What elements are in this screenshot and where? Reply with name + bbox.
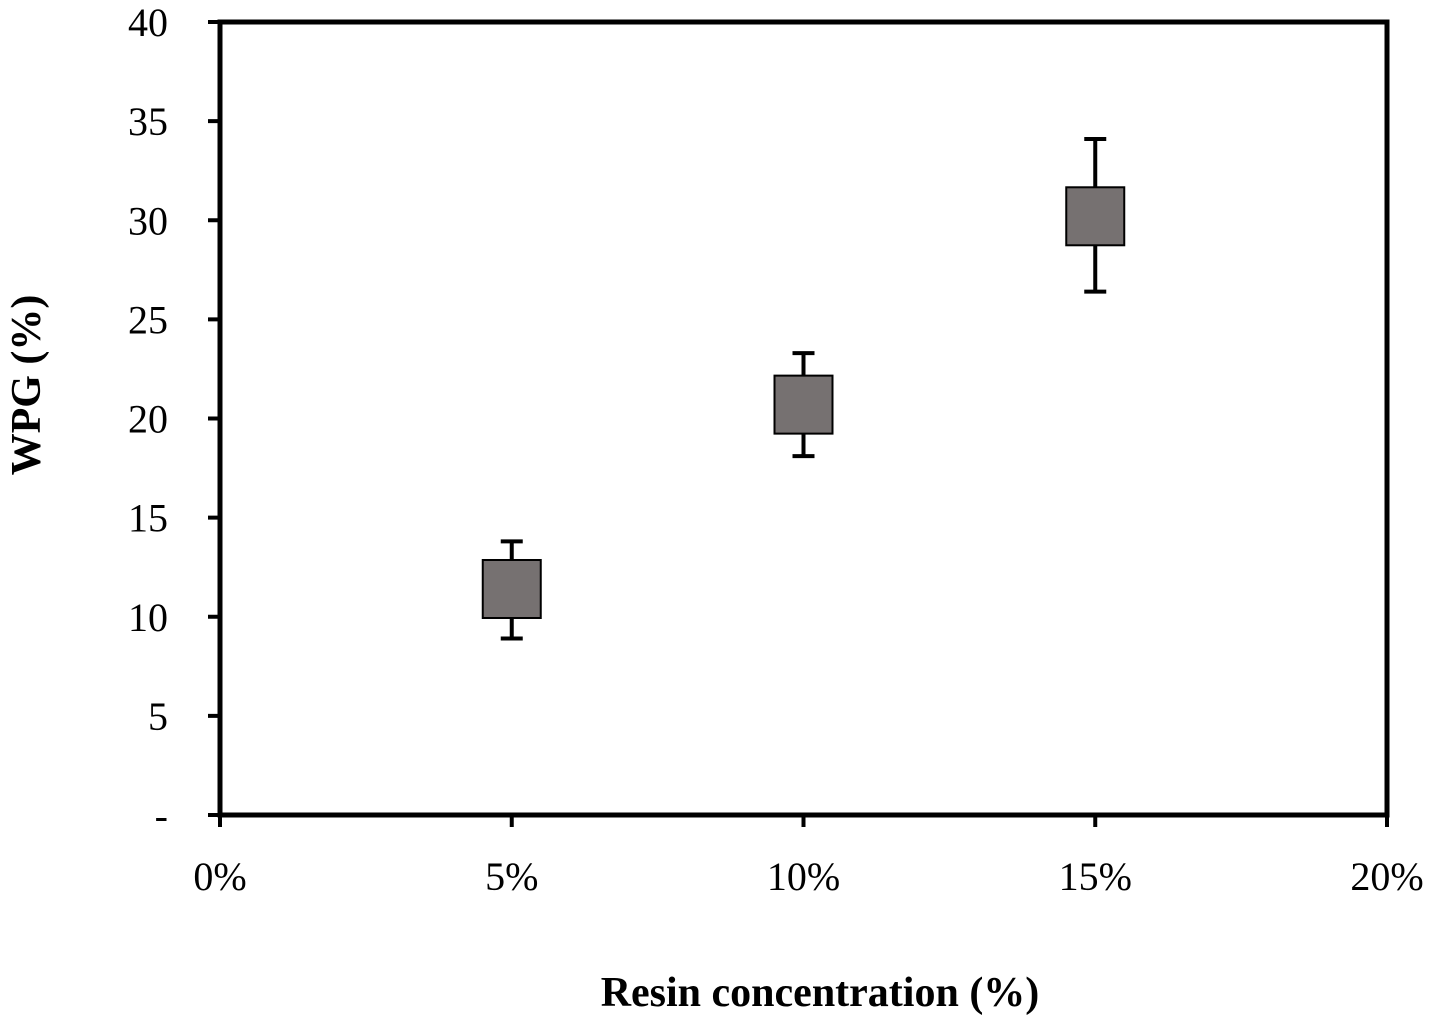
y-tick-label: - — [155, 793, 168, 838]
x-tick-label: 15% — [1059, 854, 1132, 899]
y-axis-title: WPG (%) — [4, 295, 50, 476]
y-tick-label: 40 — [128, 0, 168, 45]
y-tick-label: 10 — [128, 595, 168, 640]
x-tick-label: 0% — [193, 854, 246, 899]
data-point-marker — [773, 374, 834, 435]
y-tick-label: 35 — [128, 99, 168, 144]
x-axis-title: Resin concentration (%) — [601, 970, 1040, 1016]
data-point-marker — [1065, 186, 1126, 247]
x-tick-label: 20% — [1350, 854, 1423, 899]
y-tick-label: 20 — [128, 397, 168, 442]
x-axis-ticks: 0% 5% 10% 15% 20% — [193, 815, 1424, 899]
x-tick-label: 5% — [485, 854, 538, 899]
y-tick-label: 30 — [128, 198, 168, 243]
data-points — [481, 136, 1126, 641]
y-tick-label: 15 — [128, 496, 168, 541]
y-axis-ticks: - 5 10 15 20 25 30 35 40 — [128, 0, 220, 838]
y-tick-label: 5 — [148, 694, 168, 739]
y-tick-label: 25 — [128, 297, 168, 342]
x-tick-label: 10% — [767, 854, 840, 899]
data-point-marker — [481, 558, 542, 619]
